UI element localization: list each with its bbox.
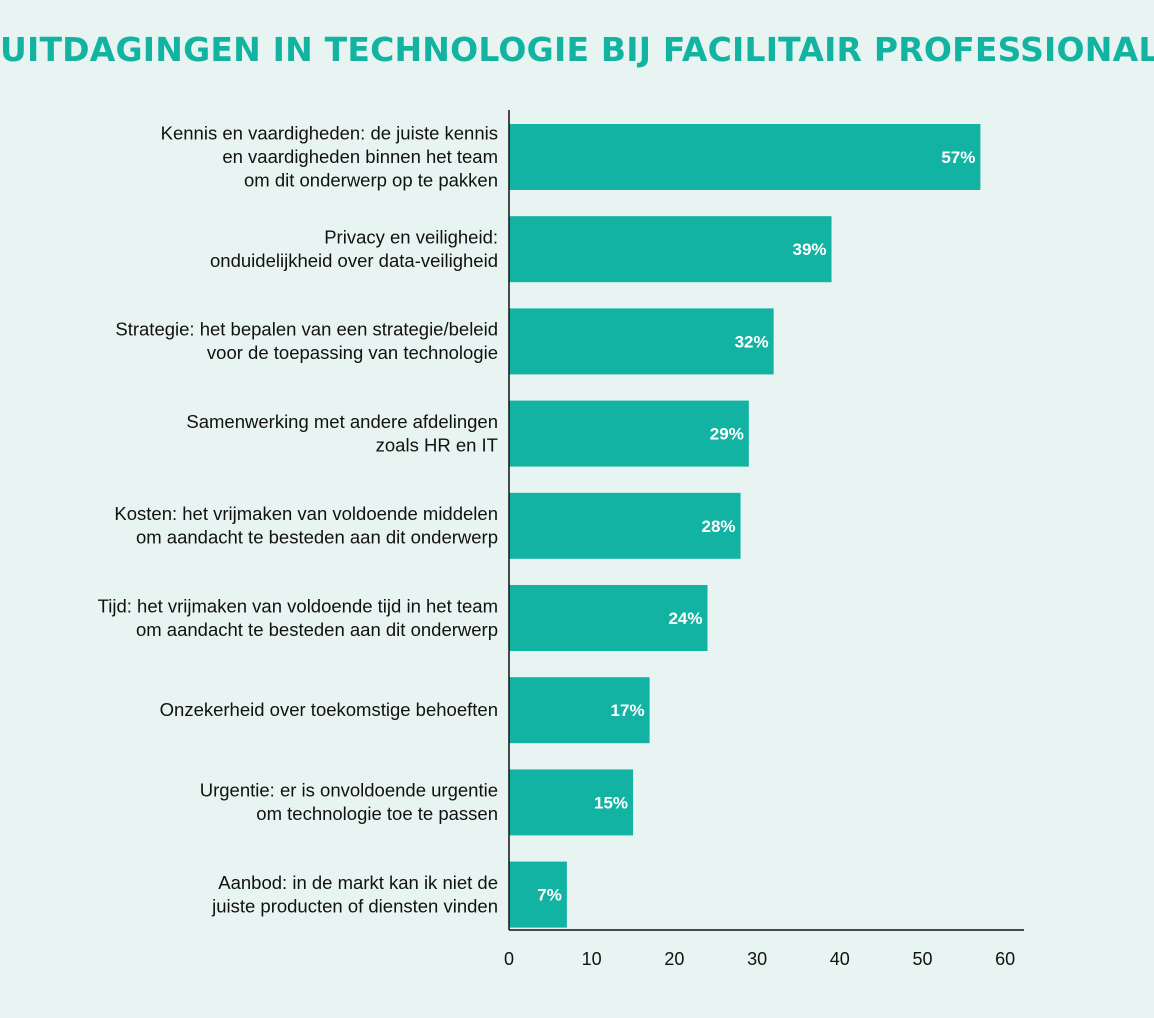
value-label-4: 29% xyxy=(710,425,744,444)
value-labels-group: 57% 39% 32% 29% 28% 24% 17% 15% 7% xyxy=(537,148,975,905)
x-tick-label-40: 40 xyxy=(830,949,850,969)
bar-5 xyxy=(509,492,741,559)
category-label-2: Privacy en veiligheid: onduidelijkheid ov… xyxy=(210,226,498,271)
bar-7 xyxy=(509,677,650,744)
category-label-3: Strategie: het bepalen van een strategie… xyxy=(115,319,498,364)
value-label-2: 39% xyxy=(792,240,826,259)
value-label-1: 57% xyxy=(941,148,975,167)
x-tick-label-20: 20 xyxy=(664,949,684,969)
bar-6 xyxy=(509,585,708,651)
x-tick-label-50: 50 xyxy=(912,949,932,969)
value-label-7: 17% xyxy=(611,701,645,720)
x-tick-label-60: 60 xyxy=(995,949,1015,969)
bars-group xyxy=(509,124,981,928)
bar-2 xyxy=(509,216,832,283)
bar-1 xyxy=(509,124,981,190)
category-label-1: Kennis en vaardigheden: de juiste kennis… xyxy=(161,123,498,191)
value-label-5: 28% xyxy=(702,517,736,536)
value-label-3: 32% xyxy=(735,332,769,351)
bar-3 xyxy=(509,308,774,375)
x-tick-label-30: 30 xyxy=(747,949,767,969)
value-label-9: 7% xyxy=(537,886,562,905)
category-labels-group: Kennis en vaardigheden: de juiste kennis… xyxy=(98,123,498,917)
x-tick-label-0: 0 xyxy=(504,949,514,969)
x-tick-label-10: 10 xyxy=(582,949,602,969)
bar-8 xyxy=(509,769,634,836)
category-label-4: Samenwerking met andere afdelingen zoals … xyxy=(186,411,498,456)
category-label-6: Tijd: het vrijmaken van voldoende tijd i… xyxy=(98,595,498,640)
value-label-8: 15% xyxy=(594,793,628,812)
category-label-9: Aanbod: in de markt kan ik niet de juiste… xyxy=(211,872,498,917)
category-label-8: Urgentie: er is onvoldoende urgentie om t… xyxy=(200,780,498,825)
category-label-5: Kosten: het vrijmaken van voldoende midd… xyxy=(114,503,498,548)
axes-group: 0 10 20 30 40 50 60 xyxy=(504,110,1024,969)
bar-9 xyxy=(509,861,567,928)
value-label-6: 24% xyxy=(668,609,702,628)
bar-4 xyxy=(509,400,749,467)
chart-title: UITDAGINGEN IN TECHNOLOGIE BIJ FACILITAI… xyxy=(0,30,1154,69)
category-label-7: Onzekerheid over toekomstige behoeften xyxy=(160,699,498,720)
